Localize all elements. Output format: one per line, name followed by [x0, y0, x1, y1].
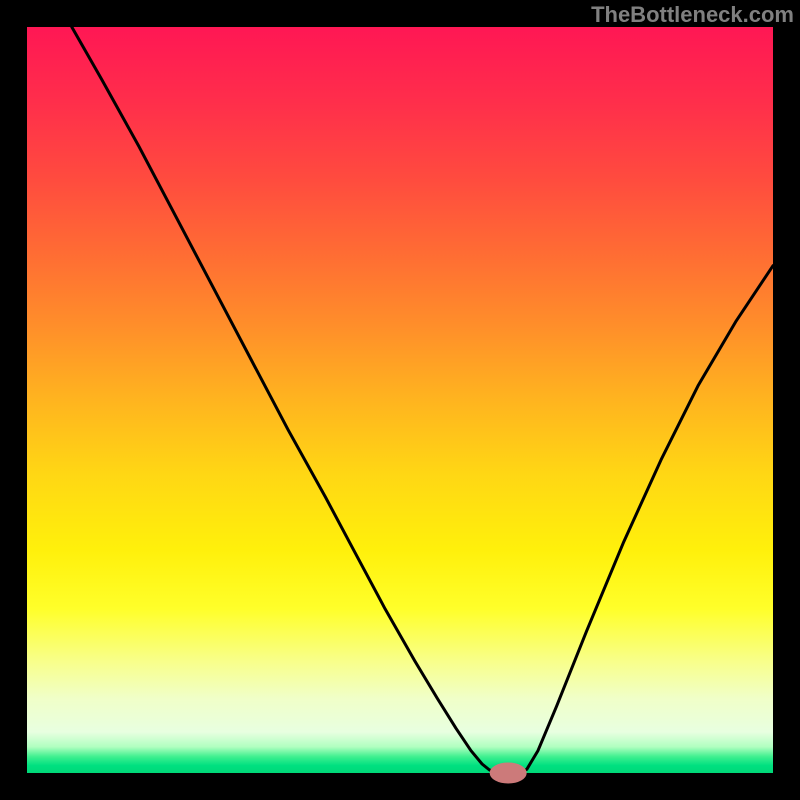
chart-container: TheBottleneck.com [0, 0, 800, 800]
watermark-text: TheBottleneck.com [591, 2, 794, 28]
optimum-marker [490, 763, 526, 783]
bottleneck-chart [0, 0, 800, 800]
plot-background [27, 27, 773, 773]
